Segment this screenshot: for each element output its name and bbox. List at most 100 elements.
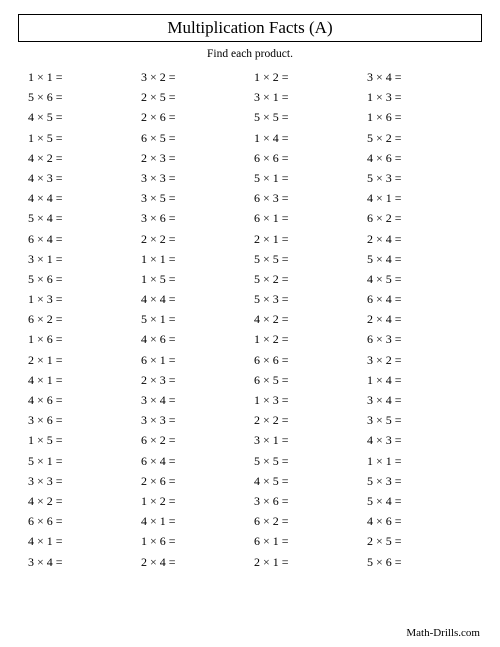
- problem-cell: 6 × 2 =: [254, 514, 359, 529]
- problem-cell: 6 × 4 =: [141, 454, 246, 469]
- page-subtitle: Find each product.: [18, 48, 482, 60]
- problem-cell: 6 × 5 =: [141, 131, 246, 146]
- problem-cell: 1 × 5 =: [141, 272, 246, 287]
- problem-cell: 3 × 4 =: [367, 70, 472, 85]
- problem-cell: 3 × 4 =: [141, 393, 246, 408]
- problem-cell: 5 × 5 =: [254, 110, 359, 125]
- problem-cell: 3 × 1 =: [28, 252, 133, 267]
- problem-cell: 1 × 4 =: [254, 131, 359, 146]
- problem-cell: 1 × 1 =: [141, 252, 246, 267]
- problem-cell: 5 × 4 =: [28, 211, 133, 226]
- problem-cell: 4 × 2 =: [28, 494, 133, 509]
- problem-cell: 3 × 3 =: [141, 413, 246, 428]
- problem-cell: 2 × 3 =: [141, 151, 246, 166]
- problem-cell: 4 × 3 =: [28, 171, 133, 186]
- problem-cell: 2 × 2 =: [141, 232, 246, 247]
- problem-cell: 5 × 3 =: [254, 292, 359, 307]
- problem-cell: 3 × 3 =: [141, 171, 246, 186]
- problem-cell: 6 × 6 =: [28, 514, 133, 529]
- problem-cell: 4 × 3 =: [367, 433, 472, 448]
- problem-cell: 3 × 6 =: [28, 413, 133, 428]
- problem-cell: 6 × 2 =: [28, 312, 133, 327]
- problem-cell: 5 × 1 =: [141, 312, 246, 327]
- problem-cell: 4 × 2 =: [28, 151, 133, 166]
- problem-cell: 1 × 6 =: [141, 534, 246, 549]
- problem-cell: 6 × 5 =: [254, 373, 359, 388]
- problem-cell: 1 × 2 =: [141, 494, 246, 509]
- problem-cell: 6 × 2 =: [141, 433, 246, 448]
- problem-cell: 6 × 1 =: [254, 211, 359, 226]
- problem-cell: 1 × 1 =: [367, 454, 472, 469]
- problem-cell: 3 × 4 =: [367, 393, 472, 408]
- problem-cell: 2 × 1 =: [254, 232, 359, 247]
- problem-cell: 4 × 5 =: [28, 110, 133, 125]
- problem-cell: 5 × 5 =: [254, 454, 359, 469]
- problem-cell: 4 × 6 =: [141, 332, 246, 347]
- problem-cell: 2 × 2 =: [254, 413, 359, 428]
- problem-cell: 3 × 6 =: [254, 494, 359, 509]
- problem-cell: 1 × 2 =: [254, 70, 359, 85]
- problem-cell: 2 × 5 =: [367, 534, 472, 549]
- problem-cell: 4 × 1 =: [28, 373, 133, 388]
- problem-cell: 6 × 3 =: [254, 191, 359, 206]
- problem-cell: 2 × 5 =: [141, 90, 246, 105]
- problem-cell: 5 × 4 =: [367, 252, 472, 267]
- problem-cell: 5 × 2 =: [254, 272, 359, 287]
- page-title: Multiplication Facts (A): [18, 14, 482, 42]
- problem-cell: 1 × 2 =: [254, 332, 359, 347]
- problem-cell: 3 × 5 =: [141, 191, 246, 206]
- problem-cell: 5 × 3 =: [367, 171, 472, 186]
- problem-cell: 1 × 3 =: [28, 292, 133, 307]
- problem-cell: 5 × 4 =: [367, 494, 472, 509]
- problem-cell: 2 × 4 =: [141, 555, 246, 570]
- problem-cell: 4 × 5 =: [367, 272, 472, 287]
- problem-cell: 1 × 3 =: [367, 90, 472, 105]
- problem-cell: 4 × 6 =: [28, 393, 133, 408]
- problem-cell: 4 × 1 =: [141, 514, 246, 529]
- problem-cell: 6 × 6 =: [254, 353, 359, 368]
- problem-cell: 3 × 6 =: [141, 211, 246, 226]
- problem-cell: 6 × 3 =: [367, 332, 472, 347]
- problem-cell: 4 × 6 =: [367, 151, 472, 166]
- problem-cell: 4 × 4 =: [28, 191, 133, 206]
- problem-cell: 2 × 3 =: [141, 373, 246, 388]
- problem-cell: 2 × 4 =: [367, 232, 472, 247]
- problem-cell: 3 × 4 =: [28, 555, 133, 570]
- problem-cell: 2 × 1 =: [28, 353, 133, 368]
- problem-cell: 4 × 4 =: [141, 292, 246, 307]
- problem-cell: 6 × 4 =: [28, 232, 133, 247]
- problems-grid: 1 × 1 = 3 × 2 = 1 × 2 = 3 × 4 = 5 × 6 = 2 × 5…: [18, 70, 482, 570]
- problem-cell: 3 × 5 =: [367, 413, 472, 428]
- problem-cell: 1 × 5 =: [28, 131, 133, 146]
- problem-cell: 3 × 2 =: [141, 70, 246, 85]
- problem-cell: 5 × 6 =: [28, 90, 133, 105]
- problem-cell: 1 × 5 =: [28, 433, 133, 448]
- problem-cell: 3 × 1 =: [254, 433, 359, 448]
- problem-cell: 6 × 1 =: [141, 353, 246, 368]
- problem-cell: 1 × 3 =: [254, 393, 359, 408]
- problem-cell: 4 × 1 =: [28, 534, 133, 549]
- problem-cell: 6 × 6 =: [254, 151, 359, 166]
- problem-cell: 2 × 1 =: [254, 555, 359, 570]
- problem-cell: 5 × 5 =: [254, 252, 359, 267]
- problem-cell: 4 × 5 =: [254, 474, 359, 489]
- problem-cell: 3 × 1 =: [254, 90, 359, 105]
- problem-cell: 1 × 6 =: [28, 332, 133, 347]
- problem-cell: 5 × 1 =: [28, 454, 133, 469]
- problem-cell: 5 × 2 =: [367, 131, 472, 146]
- problem-cell: 1 × 6 =: [367, 110, 472, 125]
- problem-cell: 5 × 6 =: [367, 555, 472, 570]
- problem-cell: 4 × 6 =: [367, 514, 472, 529]
- problem-cell: 6 × 1 =: [254, 534, 359, 549]
- problem-cell: 2 × 4 =: [367, 312, 472, 327]
- footer-credit: Math-Drills.com: [406, 627, 480, 639]
- problem-cell: 3 × 2 =: [367, 353, 472, 368]
- problem-cell: 1 × 1 =: [28, 70, 133, 85]
- problem-cell: 4 × 1 =: [367, 191, 472, 206]
- problem-cell: 6 × 2 =: [367, 211, 472, 226]
- problem-cell: 5 × 6 =: [28, 272, 133, 287]
- problem-cell: 6 × 4 =: [367, 292, 472, 307]
- problem-cell: 3 × 3 =: [28, 474, 133, 489]
- problem-cell: 5 × 1 =: [254, 171, 359, 186]
- problem-cell: 2 × 6 =: [141, 110, 246, 125]
